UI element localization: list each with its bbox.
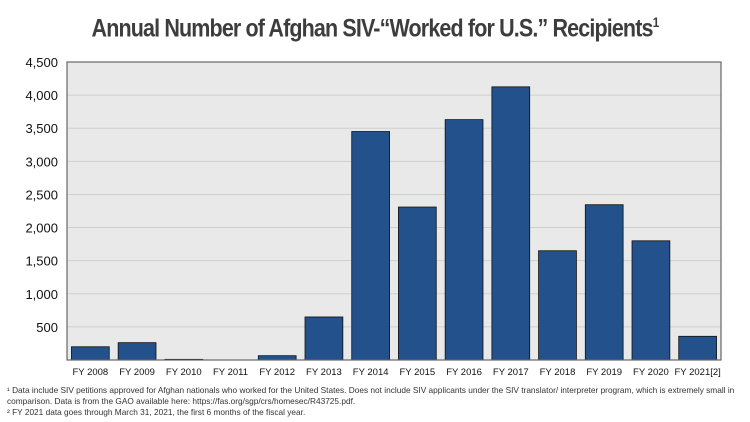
footnote-2: ² FY 2021 data goes through March 31, 20…: [7, 407, 306, 417]
x-tick-label: FY 2014: [353, 367, 389, 378]
bar: [678, 335, 717, 361]
x-tick-label: FY 2019: [586, 367, 622, 378]
x-tick-label: FY 2016: [446, 367, 482, 378]
y-tick-label: 500: [36, 320, 58, 335]
bar: [584, 204, 624, 361]
x-tick-label: FY 2013: [306, 367, 342, 378]
bar: [351, 131, 390, 361]
y-tick-label: 4,500: [25, 55, 58, 70]
y-tick-label: 2,500: [25, 187, 58, 202]
y-tick-label: 3,500: [25, 121, 58, 136]
y-tick-label: 4,000: [25, 88, 58, 103]
x-tick-label: FY 2010: [166, 367, 202, 378]
x-tick-label: FY 2011: [213, 367, 248, 378]
x-tick-label: FY 2015: [399, 367, 435, 378]
y-tick-label: 1,000: [25, 287, 58, 302]
chart-title: Annual Number of Afghan SIV-“Worked for …: [53, 14, 698, 43]
footnotes: ¹ Data include SIV petitions approved fo…: [7, 385, 747, 418]
bar-chart: 500 1,000 1,500 2,000 2,500 3,000 3,500 4,000 4,…: [25, 55, 722, 378]
x-tick-label: FY 2017: [493, 367, 529, 378]
bar: [71, 346, 110, 361]
x-tick-label: FY 2021[2]: [674, 367, 720, 378]
chart-title-text: Annual Number of Afghan SIV-“Worked for …: [91, 14, 654, 43]
x-tick-label: FY 2008: [72, 367, 108, 378]
x-tick-label: FY 2012: [259, 367, 295, 378]
bar: [304, 316, 344, 361]
bar: [257, 355, 297, 361]
x-tick-label: FY 2018: [540, 367, 576, 378]
bar: [538, 250, 577, 361]
bar: [631, 240, 671, 361]
bar: [444, 119, 484, 361]
y-tick-label: 1,500: [25, 254, 58, 269]
plot-border: [66, 61, 722, 361]
x-tick-label: FY 2009: [119, 367, 155, 378]
y-tick-label: 3,000: [25, 154, 58, 169]
bar: [491, 86, 531, 361]
x-tick-label: FY 2020: [633, 367, 669, 378]
title-footnote-marker: 1: [652, 14, 660, 30]
footnote-1: ¹ Data include SIV petitions approved fo…: [7, 385, 735, 406]
y-tick-label: 2,000: [25, 221, 58, 236]
bar: [398, 206, 437, 361]
bar: [117, 342, 157, 361]
